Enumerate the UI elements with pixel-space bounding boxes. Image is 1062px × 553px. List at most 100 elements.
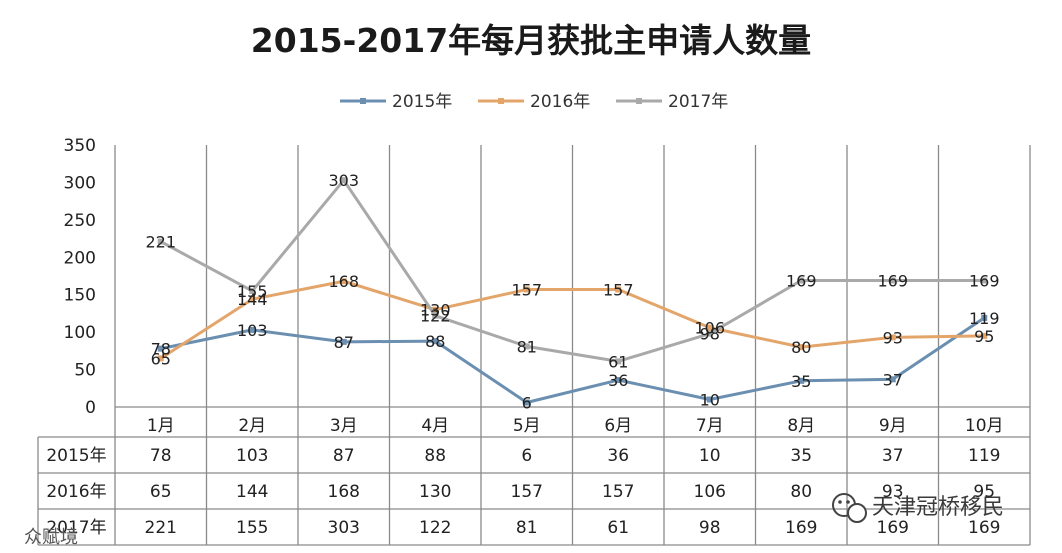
data-point [615,377,622,384]
table-cell: 119 [968,446,1000,466]
y-tick-label: 300 [64,173,96,193]
data-label: 157 [603,280,634,299]
table-cell: 168 [328,482,360,502]
table-cell: 103 [236,446,268,466]
data-point [798,344,805,351]
table-cell: 37 [882,446,904,466]
data-label: 119 [969,309,1000,328]
data-point [981,314,988,321]
table-cell: 98 [699,518,721,538]
data-label: 303 [328,171,359,190]
data-point [706,324,713,331]
data-label: 88 [425,332,445,351]
legend-marker-2 [636,98,642,104]
table-row-header: 2015年 [46,446,106,466]
data-label: 87 [334,333,354,352]
x-tick-label: 7月 [696,416,724,436]
data-label: 103 [237,321,268,340]
data-label: 169 [969,271,1000,290]
wechat-icon [832,493,867,523]
chart-title: 2015-2017年每月获批主申请人数量 [251,21,811,60]
table-cell: 36 [607,446,629,466]
y-tick-label: 150 [64,286,96,306]
table-cell: 78 [150,446,172,466]
data-label: 35 [791,372,811,391]
table-cell: 80 [790,482,812,502]
table-cell: 130 [419,482,451,502]
x-tick-label: 1月 [147,416,175,436]
data-labels: 78 103 87 88 6 36 10 35 37 119 65 144 168 130 157 157 10… [145,171,999,412]
data-point [889,277,896,284]
table-cell: 144 [236,482,268,502]
y-tick-label: 200 [64,248,96,268]
table-cell: 169 [785,518,817,538]
data-label: 61 [608,352,628,371]
x-tick-label: 6月 [604,416,632,436]
data-point [706,330,713,337]
data-point [340,278,347,285]
data-label: 157 [511,280,542,299]
data-label: 169 [786,271,817,290]
data-label: 155 [237,282,268,301]
data-label: 36 [608,371,628,390]
table-cell: 93 [882,482,904,502]
y-tick-label: 350 [64,136,96,156]
x-tick-label: 5月 [513,416,541,436]
data-label: 37 [883,370,903,389]
data-label: 106 [694,319,725,338]
table-cell: 106 [694,482,726,502]
legend-label-1: 2016年 [530,92,590,112]
data-label: 95 [974,327,994,346]
data-point [157,355,164,362]
data-label: 130 [420,301,451,320]
series-lines [157,177,988,406]
data-label: 78 [151,340,171,359]
data-point [432,338,439,345]
table-cell: 221 [145,518,177,538]
data-label: 122 [420,307,451,326]
x-tick-label: 8月 [787,416,815,436]
table-cell: 122 [419,518,451,538]
data-label: 93 [883,328,903,347]
table-row-header: 2017年 [46,518,106,538]
table-row-header: 2016年 [46,482,106,502]
data-point [798,377,805,384]
data-label: 6 [522,394,532,413]
table-cell: 169 [968,518,1000,538]
legend-label-0: 2015年 [392,92,452,112]
data-point [798,277,805,284]
table-cell: 81 [516,518,538,538]
series-line-2 [160,178,985,363]
y-axis: 350 300 250 200 150 100 50 0 1月 2月 3月 4月 5月 6月 7月 8月 9月 1… [64,136,1004,436]
legend: 2015年 2016年 2017年 [340,92,728,112]
table-cell: 65 [150,482,172,502]
watermark: 天津冠桥移民 众赋境 [24,493,1004,548]
data-point [249,296,256,303]
y-tick-label: 250 [64,211,96,231]
table-cell: 157 [602,482,634,502]
table-cell: 157 [511,482,543,502]
data-point [340,338,347,345]
data-point [249,326,256,333]
data-label: 80 [791,338,811,357]
data-label: 221 [145,233,176,252]
data-point [523,286,530,293]
table-cell: 95 [973,482,995,502]
data-point [615,286,622,293]
watermark-right: 天津冠桥移民 [872,495,1004,520]
series-line-1 [159,279,985,360]
data-point [157,345,164,352]
x-tick-label: 10月 [965,416,1004,436]
data-point [615,358,622,365]
data-label: 81 [517,337,537,356]
table-cell: 10 [699,446,721,466]
data-point [889,376,896,383]
data-point [981,332,988,339]
data-point [523,399,530,406]
data-point [889,334,896,341]
legend-label-2: 2017年 [668,92,728,112]
y-tick-label: 50 [74,361,96,381]
data-point [432,306,439,313]
data-label: 168 [328,272,359,291]
